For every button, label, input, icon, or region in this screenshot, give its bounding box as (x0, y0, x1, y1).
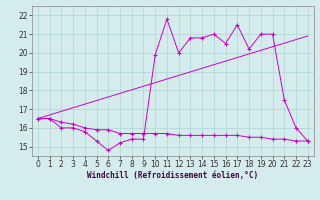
X-axis label: Windchill (Refroidissement éolien,°C): Windchill (Refroidissement éolien,°C) (87, 171, 258, 180)
